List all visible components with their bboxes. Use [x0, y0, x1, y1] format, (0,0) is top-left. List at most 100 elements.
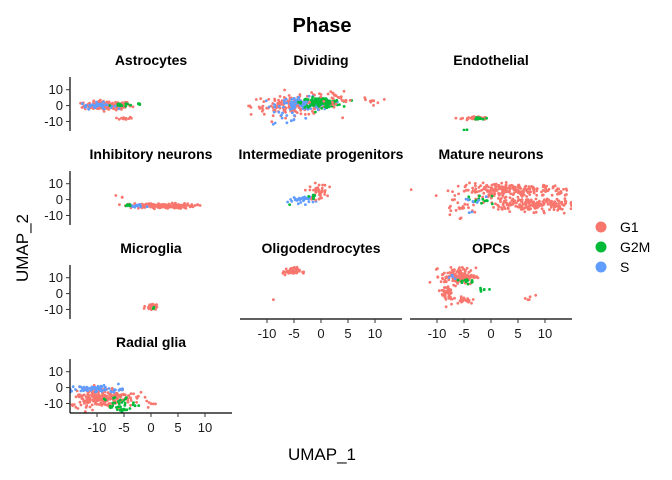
- point-g1: [287, 94, 291, 97]
- point-g1: [67, 392, 70, 395]
- point-g1: [467, 116, 471, 119]
- point-g1: [540, 207, 544, 211]
- point-g2m: [102, 397, 106, 401]
- point-g1: [348, 98, 352, 102]
- point-s: [74, 388, 77, 391]
- point-g1: [120, 116, 123, 120]
- point-g1: [569, 201, 572, 204]
- point-g1: [460, 266, 464, 269]
- point-g1: [563, 193, 567, 197]
- point-g1: [509, 192, 513, 196]
- point-g1: [572, 199, 575, 202]
- point-g1: [523, 210, 527, 214]
- point-g1: [188, 204, 192, 208]
- point-g1: [465, 118, 469, 122]
- point-s: [139, 205, 143, 209]
- point-g1: [307, 112, 311, 116]
- point-g1: [278, 100, 281, 104]
- point-s: [292, 96, 296, 100]
- point-g1: [457, 272, 461, 276]
- point-s: [95, 387, 98, 391]
- point-g1: [458, 299, 462, 303]
- point-g1: [71, 404, 74, 407]
- point-g1: [447, 293, 451, 296]
- point-g2m: [122, 407, 126, 411]
- point-g1: [472, 203, 475, 207]
- point-s: [92, 387, 95, 391]
- point-g1: [271, 114, 275, 118]
- point-g1: [538, 199, 541, 203]
- point-g1: [453, 296, 456, 300]
- point-g1: [182, 203, 186, 207]
- point-g1: [328, 185, 331, 189]
- point-g1: [503, 200, 506, 204]
- point-g1: [331, 91, 335, 95]
- point-g1: [473, 182, 477, 185]
- points-layer: [247, 88, 386, 126]
- point-s: [79, 385, 83, 389]
- point-g1: [443, 278, 447, 282]
- point-g1: [467, 299, 471, 302]
- point-g1: [142, 307, 146, 310]
- point-g1: [550, 193, 554, 197]
- point-g1: [288, 269, 291, 273]
- point-g1: [516, 195, 520, 199]
- point-g1: [443, 286, 447, 290]
- point-g1: [475, 190, 479, 194]
- point-g2m: [312, 195, 315, 199]
- point-g2m: [120, 401, 124, 404]
- point-g1: [258, 107, 262, 110]
- point-g1: [283, 109, 286, 113]
- point-g2m: [467, 195, 471, 199]
- point-g1: [517, 186, 520, 190]
- y-tick-label: 10: [49, 270, 63, 285]
- point-s: [291, 100, 295, 104]
- point-g1: [287, 271, 290, 275]
- point-g1: [570, 204, 572, 207]
- point-g1: [77, 393, 81, 397]
- point-g1: [473, 210, 477, 214]
- point-g1: [329, 90, 333, 94]
- point-g1: [99, 403, 103, 406]
- point-g2m: [481, 117, 485, 121]
- point-g2m: [490, 202, 494, 206]
- point-s: [107, 387, 111, 390]
- point-g1: [560, 200, 564, 204]
- point-s: [88, 103, 91, 107]
- facet-panel: Endothelial: [453, 52, 529, 131]
- facet-panel: Mature neurons: [410, 146, 588, 221]
- point-s: [293, 103, 297, 107]
- point-g1: [320, 189, 324, 192]
- point-s: [100, 389, 104, 393]
- point-s: [447, 276, 451, 279]
- point-g2m: [460, 279, 464, 283]
- point-g1: [299, 108, 303, 112]
- point-g2m: [462, 128, 466, 131]
- point-s: [289, 198, 292, 201]
- point-g1: [88, 398, 92, 401]
- point-g1: [557, 202, 561, 206]
- point-g1: [446, 289, 449, 292]
- point-g1: [273, 99, 277, 103]
- point-g1: [497, 187, 501, 190]
- point-g1: [262, 112, 266, 116]
- point-g1: [499, 192, 502, 196]
- point-g1: [179, 206, 183, 209]
- point-g1: [314, 188, 317, 192]
- point-g1: [569, 207, 572, 210]
- point-g1: [556, 187, 559, 191]
- points-layer: [428, 266, 538, 309]
- point-g1: [584, 201, 587, 204]
- point-g1: [129, 396, 132, 400]
- point-g1: [532, 189, 536, 193]
- x-tick-label: -5: [118, 420, 130, 435]
- legend-key-s: [595, 261, 607, 273]
- point-g1: [149, 402, 153, 406]
- point-s: [291, 106, 295, 109]
- point-g1: [585, 191, 588, 194]
- point-g1: [106, 391, 110, 394]
- point-g1: [490, 192, 494, 196]
- point-g1: [516, 205, 520, 209]
- point-g2m: [480, 201, 483, 205]
